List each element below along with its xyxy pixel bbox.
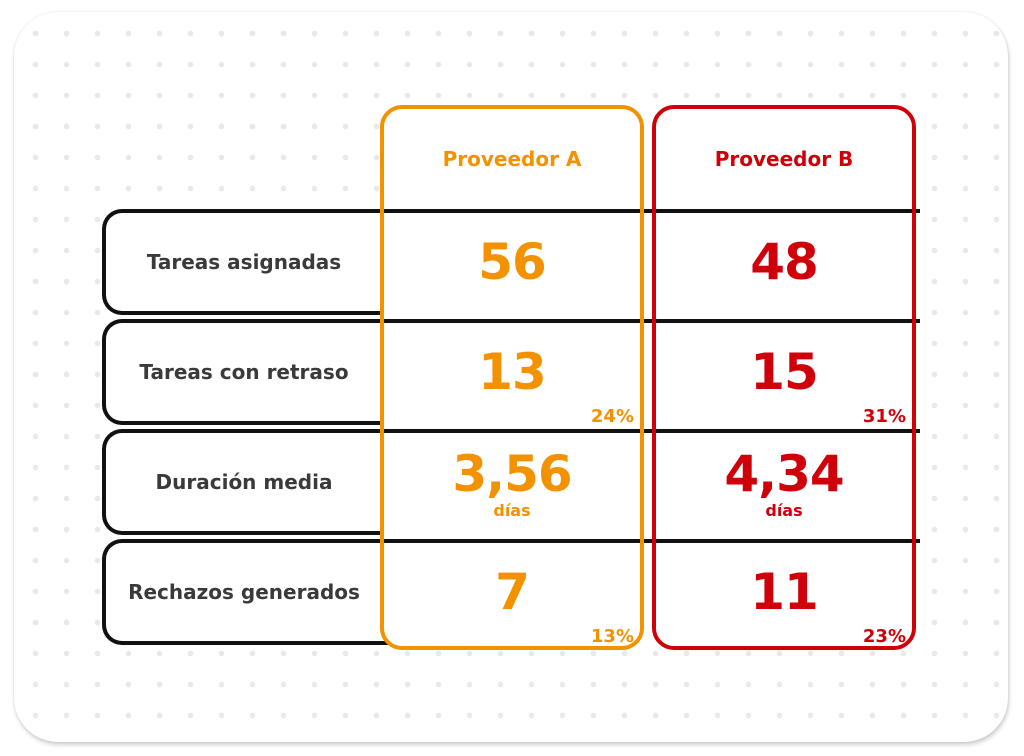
row-label-text: Tareas asignadas [146, 250, 342, 274]
provider-b-duration-value: 4,34 [724, 445, 844, 503]
provider-a-delayed-percent: 24% [590, 406, 634, 427]
row-divider [384, 539, 640, 543]
row-divider [656, 429, 912, 433]
provider-b-delayed-cell: 15 31% [656, 323, 912, 429]
provider-b-assigned-value: 48 [750, 233, 819, 291]
row-divider [384, 429, 640, 433]
provider-b-column: Proveedor B 48 15 31% 4,34 días 11 23% [652, 105, 916, 650]
row-divider [656, 539, 912, 543]
provider-a-rejections-percent: 13% [590, 626, 634, 647]
provider-b-rejections-percent: 23% [862, 626, 906, 647]
provider-b-delayed-percent: 31% [862, 406, 906, 427]
row-label-text: Duración media [155, 470, 333, 494]
provider-a-delayed-value: 13 [478, 343, 547, 401]
row-label-text: Tareas con retraso [139, 360, 349, 384]
provider-b-title: Proveedor B [714, 147, 854, 171]
row-divider [656, 209, 912, 213]
provider-a-duration-value: 3,56 [452, 445, 572, 503]
provider-b-rejections-value: 11 [750, 563, 819, 621]
row-divider [384, 319, 640, 323]
row-divider [384, 209, 640, 213]
provider-b-duration-cell: 4,34 días [656, 433, 912, 539]
provider-a-rejections-cell: 7 13% [384, 543, 640, 649]
provider-a-rejections-value: 7 [495, 563, 530, 621]
provider-a-duration-unit: días [493, 501, 531, 520]
provider-a-duration-cell: 3,56 días [384, 433, 640, 539]
provider-a-assigned-cell: 56 [384, 213, 640, 319]
provider-b-rejections-cell: 11 23% [656, 543, 912, 649]
provider-b-delayed-value: 15 [750, 343, 819, 401]
provider-a-column: Proveedor A 56 13 24% 3,56 días 7 13% [380, 105, 644, 650]
provider-a-title: Proveedor A [442, 147, 582, 171]
row-divider [656, 319, 912, 323]
provider-b-assigned-cell: 48 [656, 213, 912, 319]
row-label-text: Rechazos generados [128, 580, 360, 604]
provider-a-assigned-value: 56 [478, 233, 547, 291]
provider-a-delayed-cell: 13 24% [384, 323, 640, 429]
provider-b-duration-unit: días [765, 501, 803, 520]
